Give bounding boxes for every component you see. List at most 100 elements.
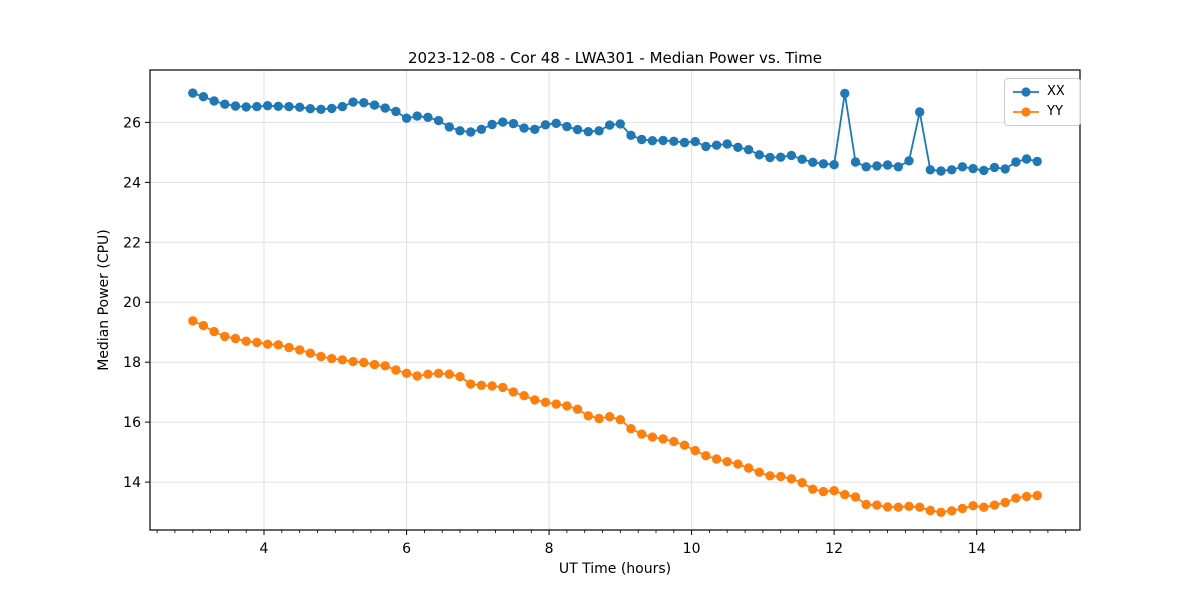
series-xx-marker (252, 101, 262, 112)
series-yy-marker (701, 451, 711, 461)
series-yy-marker (711, 454, 722, 464)
series-xx-marker (776, 152, 786, 162)
x-tick-label: 6 (402, 541, 411, 557)
y-tick-label: 14 (123, 475, 141, 491)
axes-spines (149, 69, 1081, 531)
series-xx-marker (647, 136, 658, 146)
chart-title: 2023-12-08 - Cor 48 - LWA301 - Median Po… (408, 49, 822, 67)
series-yy-marker (925, 505, 935, 516)
series-yy-marker (743, 463, 754, 473)
series-xx-marker (466, 127, 476, 137)
series-xx-marker (284, 101, 294, 112)
series-xx-marker (572, 124, 583, 135)
series-xx-marker (444, 122, 454, 132)
series-xx-marker (818, 159, 829, 169)
series-yy-marker (348, 356, 358, 367)
series-yy-marker (679, 440, 690, 450)
series-yy-marker (947, 506, 957, 516)
series-xx-marker (850, 157, 861, 167)
series-xx-marker (733, 142, 743, 152)
series-xx-marker (669, 136, 679, 146)
series-yy-marker (487, 381, 497, 391)
series-xx-marker (626, 130, 636, 140)
series-yy-marker (401, 368, 412, 378)
series-yy-marker (262, 339, 273, 349)
series-xx-marker (391, 106, 401, 117)
series-yy-marker (861, 499, 871, 510)
series-yy-marker (433, 368, 444, 378)
series-yy-marker (808, 484, 818, 494)
series-yy-marker (840, 489, 850, 500)
series-xx-marker (209, 96, 219, 106)
series-xx-marker (562, 121, 572, 132)
series-yy-marker (797, 478, 807, 488)
series-yy-marker (786, 474, 797, 484)
series-yy-marker (316, 351, 326, 362)
series-xx-marker (1011, 157, 1021, 167)
series-yy-marker (594, 413, 604, 424)
series-yy-marker (658, 434, 668, 444)
series-yy-marker (904, 501, 914, 511)
series-xx-marker (1032, 156, 1042, 167)
series-yy-marker (669, 436, 679, 447)
series-xx-marker (476, 124, 487, 134)
series-xx-marker (605, 120, 615, 130)
series-xx-marker (786, 150, 797, 161)
series-xx-marker (658, 135, 668, 146)
series-yy-marker (1021, 491, 1032, 502)
series-yy-marker (605, 412, 615, 422)
series-xx-marker (1000, 164, 1010, 174)
series-xx-marker (487, 119, 497, 130)
series-xx-marker (904, 156, 914, 166)
series-yy-marker (476, 380, 487, 390)
series-yy-marker (754, 467, 764, 477)
y-tick-label: 20 (123, 295, 141, 311)
series-xx-marker (893, 162, 903, 172)
series-yy-marker (690, 445, 700, 456)
series-xx-marker (359, 98, 369, 108)
series-xx-marker (583, 127, 593, 137)
series-yy-marker (284, 342, 294, 353)
legend: XX YY (1004, 78, 1081, 126)
series-yy-marker (209, 326, 219, 337)
legend-marker-xx-icon (1013, 87, 1039, 97)
series-xx-marker (433, 115, 444, 126)
series-yy-marker (359, 357, 369, 368)
series-yy-marker (936, 507, 946, 517)
series-xx-marker (273, 101, 283, 112)
legend-label-xx: XX (1047, 84, 1065, 99)
series-yy-marker (551, 399, 561, 409)
series-xx-marker (947, 165, 957, 175)
series-xx-marker (679, 137, 690, 148)
series-yy-marker (829, 486, 839, 496)
series-xx-marker (551, 118, 561, 128)
series-yy-marker (1000, 497, 1010, 508)
legend-item-yy: YY (1012, 104, 1074, 120)
series-yy-marker (615, 415, 625, 425)
series-yy-marker (423, 369, 433, 379)
series-xx-marker (989, 162, 1000, 173)
series-yy-marker (893, 502, 903, 512)
series-yy-marker (220, 331, 230, 342)
series-yy-marker (818, 486, 829, 497)
series-xx-marker (594, 126, 604, 136)
series-xx-marker (337, 101, 348, 112)
series-yy-marker (733, 459, 743, 469)
series-xx-marker (979, 165, 989, 176)
series-yy-marker (466, 379, 476, 389)
y-tick-label: 18 (123, 355, 141, 371)
series-xx-marker (262, 101, 273, 111)
series-xx-marker (305, 104, 315, 114)
series-yy-marker (252, 337, 262, 348)
series-yy-marker (979, 502, 989, 512)
series-xx-marker (925, 165, 935, 175)
series-xx-marker (829, 160, 839, 170)
series-yy-marker (188, 316, 198, 326)
series-xx-marker (316, 104, 326, 115)
series-xx-marker (348, 97, 358, 107)
legend-marker-yy-icon (1013, 107, 1039, 117)
series-yy-marker (872, 500, 882, 510)
series-yy-marker (444, 369, 454, 379)
series-yy-marker (369, 359, 380, 370)
x-tick-label: 14 (968, 541, 986, 557)
